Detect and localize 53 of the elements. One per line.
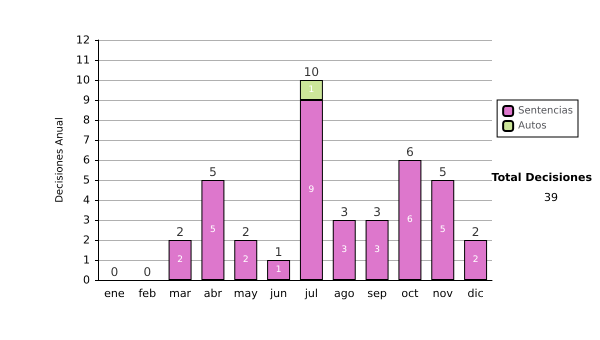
x-tick-label: jul bbox=[304, 287, 318, 300]
y-tick-label: 11 bbox=[76, 54, 90, 66]
total-label: 2 bbox=[472, 225, 480, 239]
y-tick-label: 10 bbox=[76, 74, 90, 86]
total-label: 3 bbox=[340, 205, 348, 219]
total-label: 0 bbox=[143, 265, 152, 279]
x-tick-label: abr bbox=[204, 287, 223, 300]
x-tick-label: mar bbox=[169, 287, 192, 300]
legend-label: Sentencias bbox=[518, 106, 574, 116]
x-tick-label: dic bbox=[468, 287, 484, 300]
data-label: 2 bbox=[242, 255, 249, 265]
x-tick-label: ene bbox=[104, 287, 125, 300]
y-tick-label: 5 bbox=[83, 174, 90, 186]
data-label: 1 bbox=[308, 85, 314, 95]
y-tick-label: 0 bbox=[83, 274, 90, 286]
text: 39 bbox=[544, 191, 558, 204]
y-axis-title: Decisiones Anual bbox=[54, 117, 66, 203]
y-tick-label: 7 bbox=[83, 134, 90, 146]
y-tick-label: 4 bbox=[83, 194, 90, 206]
data-label: 3 bbox=[341, 245, 348, 255]
total-label: 5 bbox=[438, 165, 447, 179]
y-tick-label: 2 bbox=[83, 234, 90, 246]
data-label: 9 bbox=[308, 185, 315, 195]
total-label: 10 bbox=[304, 65, 320, 79]
annotation: Total Decisiones bbox=[492, 171, 592, 184]
y-tick-label: 1 bbox=[83, 254, 90, 266]
y-tick-label: 9 bbox=[83, 94, 90, 106]
x-tick-label: sep bbox=[367, 287, 387, 300]
data-label: 5 bbox=[210, 225, 216, 235]
x-tick-label: oct bbox=[401, 287, 420, 300]
x-tick-label: nov bbox=[432, 287, 454, 300]
total-label: 3 bbox=[373, 205, 381, 219]
data-label: 3 bbox=[374, 245, 380, 255]
legend-label: Autos bbox=[518, 120, 547, 132]
data-label: 1 bbox=[276, 265, 282, 275]
x-tick-label: ago bbox=[334, 287, 355, 300]
total-label: 6 bbox=[406, 145, 414, 159]
total-label: 2 bbox=[242, 225, 250, 239]
total-label: 0 bbox=[110, 265, 118, 279]
y-tick-label: 12 bbox=[76, 34, 90, 46]
x-tick-label: feb bbox=[138, 287, 156, 300]
y-tick-label: 6 bbox=[83, 154, 90, 166]
data-label: 6 bbox=[407, 215, 414, 225]
data-label: 5 bbox=[440, 225, 446, 235]
y-tick-label: 8 bbox=[83, 114, 90, 126]
total-label: 5 bbox=[209, 165, 217, 179]
total-label: 2 bbox=[176, 225, 184, 239]
y-tick-label: 3 bbox=[83, 214, 90, 226]
data-label: 2 bbox=[177, 255, 183, 265]
x-tick-label: may bbox=[234, 287, 258, 300]
total-label: 1 bbox=[274, 245, 282, 259]
x-tick-label: jun bbox=[269, 287, 288, 300]
data-label: 2 bbox=[472, 255, 478, 265]
